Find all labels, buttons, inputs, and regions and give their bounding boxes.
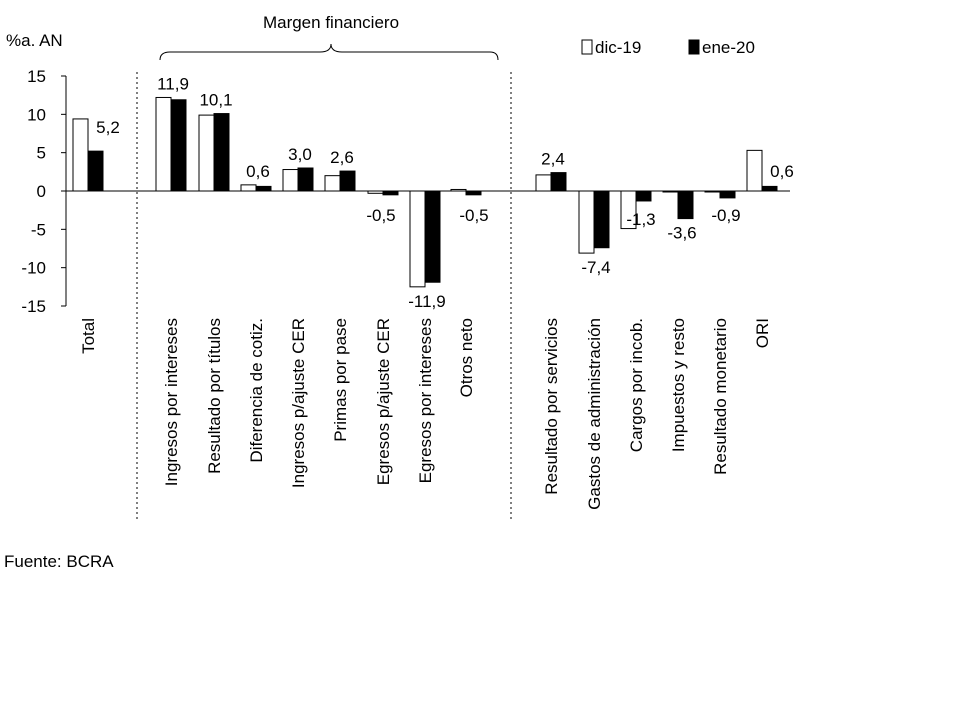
x-tick-label: Gastos de administración [585,318,604,510]
x-tick-label: Primas por pase [331,318,350,442]
x-tick-label: Resultado por títulos [205,318,224,474]
x-axis-labels: Total Ingresos por intereses Resultado por… [79,318,772,510]
x-tick-label: Resultado monetario [711,318,730,475]
data-label: 2,4 [541,150,565,169]
data-label: 0,6 [246,162,270,181]
bar [170,99,187,192]
legend-swatch [581,39,593,55]
x-tick-label: Resultado por servicios [542,318,561,495]
bar [593,190,610,249]
y-tick-label: -15 [21,297,46,316]
y-tick-label: 0 [37,182,46,201]
bar [297,167,314,192]
legend-label: ene-20 [702,38,755,57]
bar [213,113,230,192]
legend: dic-19 ene-20 [581,38,755,57]
bar [255,185,272,192]
bar [339,170,356,192]
bar [719,190,736,199]
group-separators [136,72,512,522]
y-tick-label: -10 [21,259,46,278]
data-label: -0,5 [366,206,395,225]
legend-label: dic-19 [595,38,641,57]
bar [324,175,341,192]
bar [677,190,694,220]
y-tick-label: 5 [37,144,46,163]
margen-financiero-bracket [159,43,499,61]
data-label: 2,6 [330,148,354,167]
x-tick-label: Diferencia de cotiz. [247,318,266,463]
data-label: 3,0 [288,145,312,164]
y-tick-label: 15 [27,67,46,86]
bar [746,149,763,192]
bar [550,172,567,192]
bar [578,190,595,254]
bar [155,96,172,192]
bar [535,174,552,192]
bar [382,190,399,196]
x-tick-label: Egresos por intereses [416,318,435,483]
bar [662,190,679,193]
data-labels: 5,2 11,9 10,1 0,6 3,0 2,6 -0,5 -11,9 -0,5 2,4 -7,4… [96,74,794,310]
bar [704,190,721,193]
x-tick-label: Ingresos por intereses [162,318,181,486]
bar [635,190,652,202]
bar [72,118,89,192]
data-label: 10,1 [199,91,232,110]
data-label: -0,9 [711,206,740,225]
bar [409,190,426,288]
data-label: -3,6 [667,224,696,243]
bar [450,188,467,192]
data-label: -7,4 [581,258,610,277]
y-tick-label: 10 [27,105,46,124]
x-tick-label: Impuestos y resto [669,318,688,452]
legend-swatch [688,39,700,55]
y-tick-label: -5 [31,220,46,239]
bar [465,190,482,196]
data-label: 0,6 [770,162,794,181]
data-label: 5,2 [96,118,120,137]
bar [761,185,778,192]
data-label: -1,3 [626,210,655,229]
data-label: -0,5 [459,206,488,225]
bar [620,190,637,230]
x-tick-label: Ingresos p/ajuste CER [289,318,308,488]
bar [367,190,384,194]
x-tick-label: Egresos p/ajuste CER [374,318,393,485]
data-label: -11,9 [408,292,446,311]
source-note: Fuente: BCRA [4,552,114,571]
x-tick-label: ORI [753,318,772,348]
y-axis-label: %a. AN [6,31,63,50]
bar [87,150,104,192]
margen-financiero-label: Margen financiero [263,13,399,32]
bar [282,169,299,192]
x-tick-label: Otros neto [457,318,476,397]
bars [72,96,778,288]
x-tick-label: Total [79,318,98,354]
bar [424,190,441,283]
x-tick-label: Cargos por incob. [627,318,646,452]
data-label: 11,9 [157,74,189,93]
bar [240,184,257,192]
bar [198,114,215,192]
